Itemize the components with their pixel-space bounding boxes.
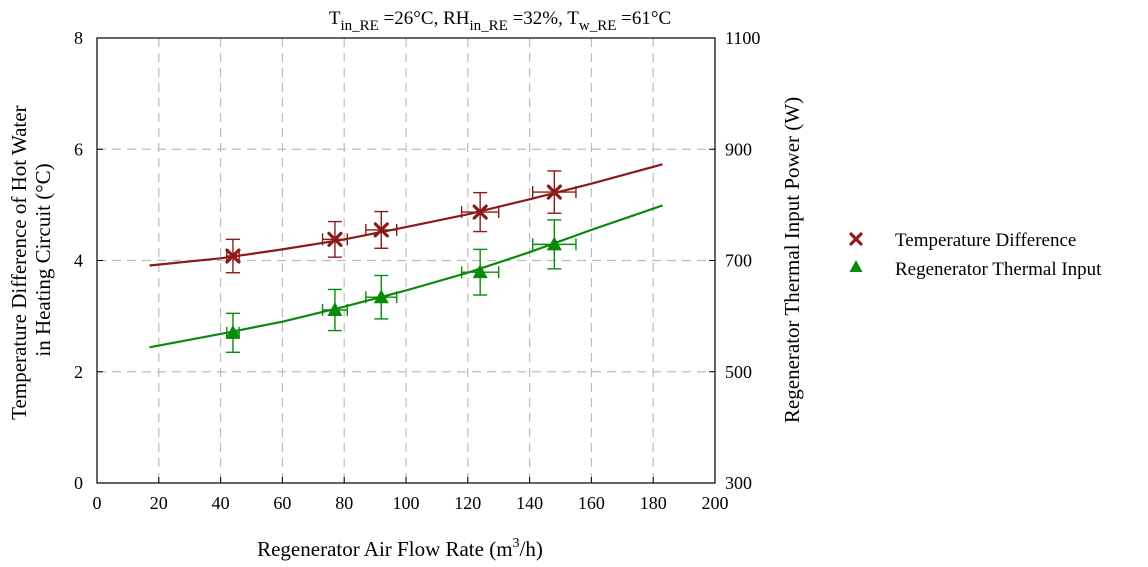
legend-x-marker-icon <box>849 232 863 246</box>
x-tick-label: 180 <box>640 493 667 513</box>
temperature-difference-point <box>373 222 389 238</box>
x-tick-label: 80 <box>335 493 353 513</box>
thermal-input-point <box>472 264 488 279</box>
thermal-input-point <box>546 236 562 251</box>
thermal-input-point <box>225 324 241 339</box>
legend-item-regenerator-thermal-input: Regenerator Thermal Input <box>849 259 1102 280</box>
thermal-input-point <box>327 302 343 317</box>
temperature-difference-fit-line <box>149 163 663 267</box>
temperature-difference-point <box>472 204 488 220</box>
x-axis-title-superscript: 3 <box>513 536 520 551</box>
y-left-tick-label: 0 <box>74 473 83 493</box>
x-tick-label: 60 <box>273 493 291 513</box>
legend-label-regenerator-thermal-input: Regenerator Thermal Input <box>895 259 1102 280</box>
left-axis-title-line1: Temperature Difference of Hot Water <box>7 105 31 419</box>
left-axis-title: Temperature Difference of Hot Water in H… <box>7 100 55 420</box>
y-right-tick-label: 1100 <box>725 28 760 48</box>
y-right-tick-label: 500 <box>725 362 752 382</box>
x-tick-label: 100 <box>393 493 420 513</box>
title-text: =26°C, RH <box>379 8 470 29</box>
x-tick-label: 20 <box>150 493 168 513</box>
left-axis-title-line2: in Heating Circuit (°C) <box>31 163 55 356</box>
temperature-difference-point <box>225 248 241 264</box>
thermal-input-fit-line <box>149 204 663 349</box>
y-left-tick-label: 4 <box>74 251 83 271</box>
legend-triangle-marker-icon <box>849 260 863 272</box>
title-text: =32%, T <box>508 8 579 29</box>
y-left-tick-label: 6 <box>74 139 83 159</box>
x-axis-title-end: /h) <box>520 537 543 561</box>
y-right-tick-label: 700 <box>725 251 752 271</box>
x-tick-label: 160 <box>578 493 605 513</box>
x-axis-title-main: Regenerator Air Flow Rate (m <box>257 537 512 561</box>
right-axis-title: Regenerator Thermal Input Power (W) <box>780 97 804 423</box>
axis-ticks: 0 20 40 60 80 100 120 140 160 180 200 0 2 4 6 8 300 500 70… <box>74 28 760 513</box>
grid-lines <box>97 38 715 483</box>
x-tick-label: 200 <box>702 493 729 513</box>
title-subscript: in_RE <box>469 18 507 34</box>
y-right-tick-label: 900 <box>725 139 752 159</box>
chart-title: Tin_RE =26°C, RHin_RE =32%, Tw_RE =61°C <box>329 8 671 34</box>
temperature-difference-point <box>546 184 562 200</box>
x-axis-title: Regenerator Air Flow Rate (m3/h) <box>257 536 543 561</box>
title-text: =61°C <box>616 8 671 29</box>
y-right-tick-label: 300 <box>725 473 752 493</box>
title-subscript: in_RE <box>340 18 378 34</box>
temperature-difference-point <box>327 231 343 247</box>
x-tick-label: 140 <box>516 493 543 513</box>
x-tick-label: 120 <box>454 493 481 513</box>
data-points <box>225 170 577 353</box>
thermal-input-point <box>373 289 389 304</box>
title-subscript: w_RE <box>579 18 617 34</box>
x-tick-label: 40 <box>212 493 230 513</box>
legend-item-temperature-difference: Temperature Difference <box>849 230 1076 251</box>
legend-label-temperature-difference: Temperature Difference <box>895 230 1076 251</box>
x-tick-label: 0 <box>93 493 102 513</box>
y-left-tick-label: 8 <box>74 28 83 48</box>
y-left-tick-label: 2 <box>74 362 83 382</box>
legend: Temperature Difference Regenerator Therm… <box>849 230 1102 280</box>
title-text: T <box>329 8 341 29</box>
fit-curves <box>149 163 663 349</box>
